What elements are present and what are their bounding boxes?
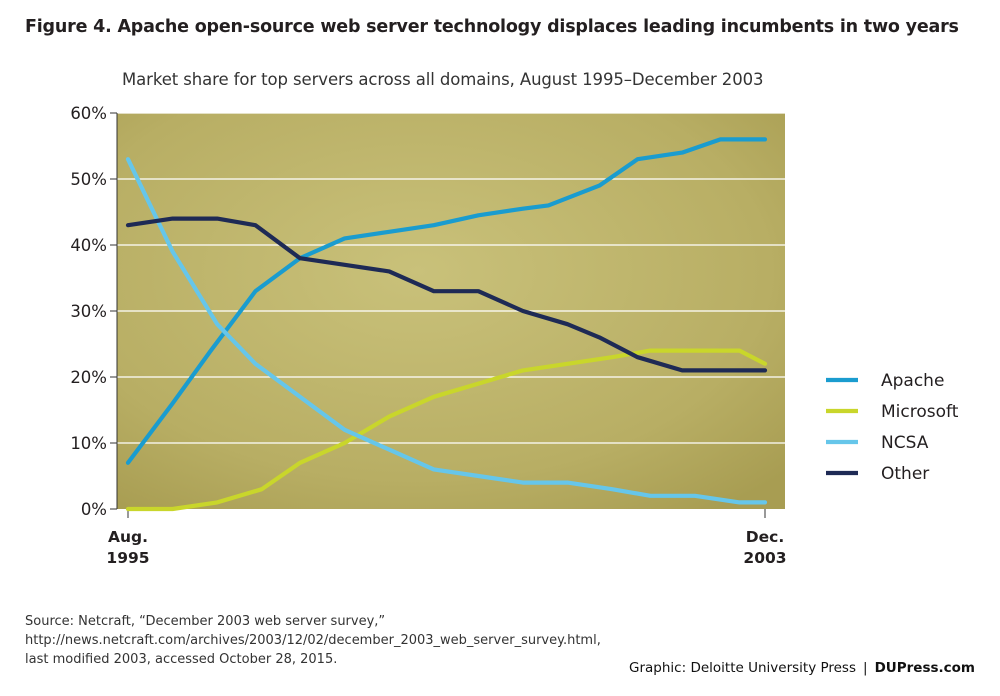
- credit-site: DUPress.com: [874, 660, 975, 676]
- y-tick-label: 0%: [81, 500, 107, 519]
- credit-line: Graphic: Deloitte University Press | DUPre…: [629, 660, 975, 676]
- series-lines: [125, 137, 768, 512]
- y-axis: 0% 10% 20% 30% 40% 50% 60%: [70, 104, 118, 519]
- source-line-1: Source: Netcraft, “December 2003 web ser…: [25, 614, 601, 648]
- series-line-microsoft: [125, 348, 768, 512]
- gridlines: [117, 112, 785, 444]
- series-line-ncsa: [125, 157, 768, 505]
- y-tick-label: 50%: [70, 170, 107, 189]
- y-tick-label: 30%: [70, 302, 107, 321]
- credit-separator: |: [863, 660, 868, 676]
- credit-publisher: Graphic: Deloitte University Press: [629, 660, 857, 676]
- legend-label-microsoft: Microsoft: [881, 402, 959, 422]
- x-end-label: Dec.: [746, 528, 784, 546]
- series-line-other: [125, 216, 768, 373]
- x-end-label: 2003: [743, 549, 786, 567]
- legend-label-ncsa: NCSA: [881, 433, 929, 453]
- y-tick-label: 10%: [70, 434, 107, 453]
- source-line-2: last modified 2003, accessed October 28,…: [25, 652, 338, 667]
- y-tick-label: 40%: [70, 236, 107, 255]
- y-tick-label: 20%: [70, 368, 107, 387]
- x-start-label: 1995: [106, 549, 149, 567]
- legend-label-apache: Apache: [881, 371, 944, 391]
- series-line-apache: [125, 137, 768, 465]
- source-note: Source: Netcraft, “December 2003 web ser…: [25, 612, 965, 669]
- legend-label-other: Other: [881, 464, 929, 484]
- line-chart: 0% 10% 20% 30% 40% 50% 60% Aug. 1995 Dec. 2003 Ap…: [70, 104, 959, 567]
- x-axis: Aug. 1995 Dec. 2003: [106, 509, 787, 567]
- legend: Apache Microsoft NCSA Other: [826, 371, 959, 484]
- x-start-label: Aug.: [108, 528, 148, 546]
- chart-subtitle: Market share for top servers across all …: [122, 70, 764, 89]
- y-tick-label: 60%: [70, 104, 107, 123]
- figure-title: Figure 4. Apache open-source web server …: [25, 17, 959, 37]
